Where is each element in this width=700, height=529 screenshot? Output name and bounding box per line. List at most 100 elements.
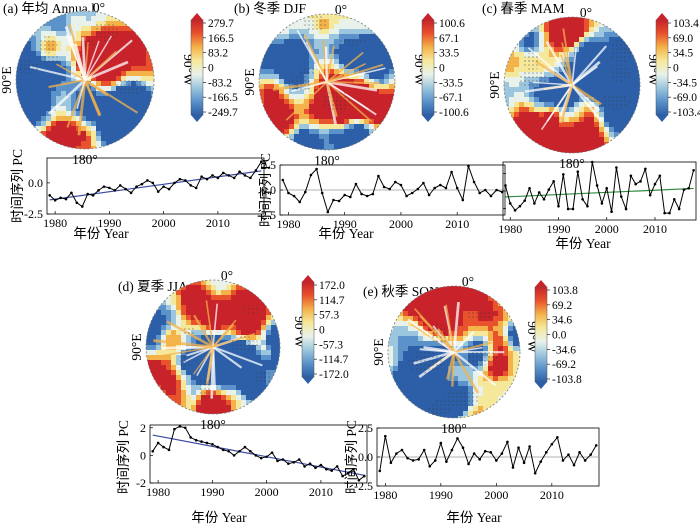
field-cell bbox=[181, 315, 187, 321]
field-cell bbox=[624, 147, 630, 153]
data-point bbox=[292, 460, 296, 464]
field-cell bbox=[574, 62, 580, 68]
data-point bbox=[583, 459, 587, 462]
field-cell bbox=[614, 62, 620, 68]
field-cell bbox=[349, 129, 355, 135]
field-cell bbox=[609, 62, 615, 68]
field-cell bbox=[66, 21, 72, 27]
field-cell bbox=[106, 136, 112, 142]
field-cell bbox=[554, 47, 560, 53]
field-cell bbox=[394, 29, 395, 35]
data-point bbox=[394, 180, 397, 184]
field-cell bbox=[261, 360, 267, 366]
field-cell bbox=[594, 82, 600, 88]
field-cell bbox=[236, 330, 242, 336]
field-cell bbox=[329, 114, 335, 120]
field-cell bbox=[599, 37, 605, 43]
field-cell bbox=[574, 107, 580, 113]
field-cell bbox=[196, 325, 202, 331]
field-cell bbox=[284, 69, 290, 75]
x-tick-label: 1990 bbox=[200, 485, 224, 499]
field-cell bbox=[221, 365, 227, 371]
field-cell bbox=[594, 57, 600, 63]
field-cell bbox=[276, 285, 280, 291]
field-cell bbox=[634, 32, 640, 38]
data-point bbox=[619, 195, 623, 198]
field-cell bbox=[624, 37, 630, 43]
field-cell bbox=[266, 405, 272, 411]
field-cell bbox=[458, 326, 464, 332]
field-cell bbox=[529, 127, 535, 133]
field-cell bbox=[514, 112, 520, 118]
field-cell bbox=[629, 62, 635, 68]
field-cell bbox=[513, 416, 519, 418]
field-cell bbox=[221, 325, 227, 331]
field-cell bbox=[236, 310, 242, 316]
field-cell bbox=[126, 61, 132, 67]
field-cell bbox=[473, 306, 479, 312]
field-cell bbox=[369, 54, 375, 60]
field-cell bbox=[604, 32, 610, 38]
field-cell bbox=[289, 119, 295, 125]
field-cell bbox=[151, 350, 157, 356]
field-cell bbox=[236, 320, 242, 326]
field-cell bbox=[156, 325, 162, 331]
field-cell bbox=[146, 66, 152, 72]
field-cell bbox=[514, 77, 520, 83]
colorbar-tick-label: 279.7 bbox=[208, 18, 234, 30]
field-cell bbox=[559, 142, 565, 148]
field-cell bbox=[289, 59, 295, 65]
field-cell bbox=[241, 410, 247, 414]
field-cell bbox=[344, 54, 350, 60]
field-cell bbox=[594, 147, 600, 153]
field-cell bbox=[393, 361, 399, 367]
field-cell bbox=[519, 97, 525, 103]
field-cell bbox=[488, 291, 494, 297]
field-cell bbox=[569, 97, 575, 103]
field-cell bbox=[574, 17, 580, 23]
polar-label-left: 90°E bbox=[242, 68, 257, 95]
field-cell bbox=[599, 82, 605, 88]
field-cell bbox=[251, 315, 257, 321]
field-cell bbox=[196, 350, 202, 356]
field-cell bbox=[398, 321, 404, 327]
field-cell bbox=[236, 295, 242, 301]
field-cell bbox=[344, 139, 350, 145]
field-cell bbox=[559, 57, 565, 63]
field-cell bbox=[468, 316, 474, 322]
field-cell bbox=[594, 122, 600, 128]
field-cell bbox=[76, 106, 82, 112]
field-cell bbox=[161, 305, 167, 311]
field-cell bbox=[354, 69, 360, 75]
field-cell bbox=[493, 301, 499, 307]
field-cell bbox=[463, 326, 469, 332]
data-point bbox=[422, 181, 425, 185]
field-cell bbox=[629, 37, 635, 43]
field-cell bbox=[309, 104, 315, 110]
field-cell bbox=[369, 39, 375, 45]
field-cell bbox=[614, 142, 620, 148]
polar-boundary bbox=[503, 16, 641, 154]
data-point bbox=[610, 210, 613, 214]
field-cell bbox=[529, 132, 535, 138]
field-cell bbox=[554, 132, 560, 138]
field-cell bbox=[438, 371, 444, 377]
field-cell bbox=[26, 96, 32, 102]
field-cell bbox=[514, 137, 520, 143]
field-cell bbox=[46, 31, 52, 37]
field-cell bbox=[524, 142, 530, 148]
trend-line bbox=[152, 434, 365, 476]
x-tick-label: 1990 bbox=[97, 216, 121, 230]
field-cell bbox=[614, 87, 620, 93]
field-cell bbox=[151, 36, 154, 42]
field-cell bbox=[393, 406, 399, 412]
field-cell bbox=[504, 112, 510, 118]
field-cell bbox=[126, 16, 132, 22]
field-cell bbox=[453, 296, 459, 302]
field-cell bbox=[201, 295, 207, 301]
field-cell bbox=[171, 390, 177, 396]
field-cell bbox=[629, 87, 635, 93]
field-cell bbox=[21, 136, 27, 142]
data-point bbox=[692, 168, 695, 172]
field-cell bbox=[201, 400, 207, 406]
